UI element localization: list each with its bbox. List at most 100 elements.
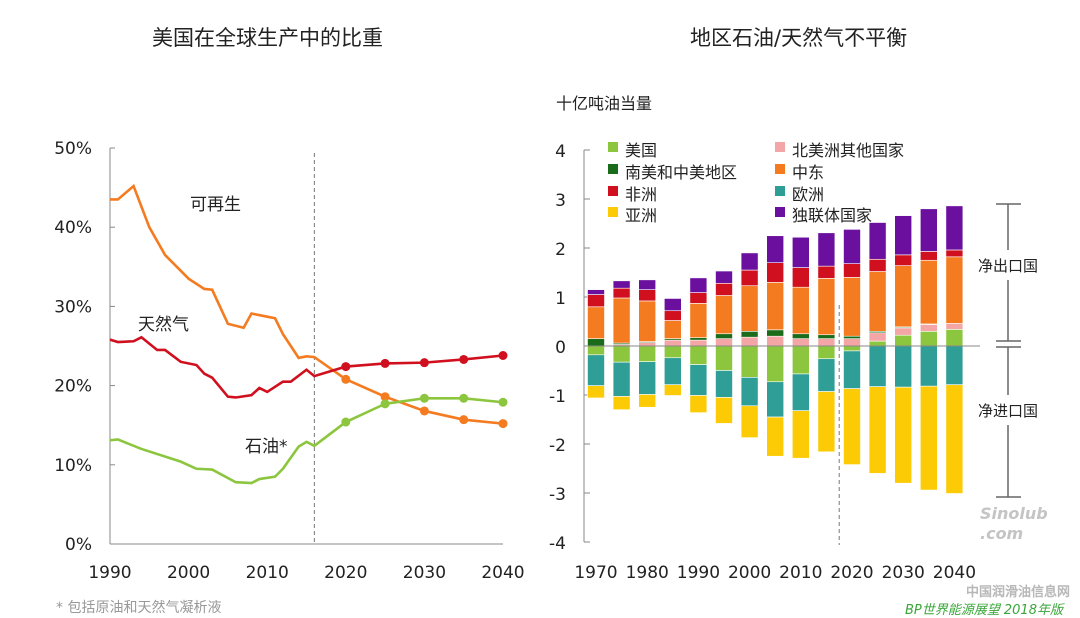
bar-segment	[792, 346, 809, 374]
bar-segment	[920, 346, 937, 386]
bar-segment	[767, 330, 784, 336]
bar-segment	[818, 335, 835, 339]
bar-segment	[767, 346, 784, 382]
bar-segment	[946, 346, 963, 385]
bar-segment	[818, 278, 835, 334]
bar-segment	[664, 358, 681, 385]
y-tick-label: 0	[555, 338, 566, 358]
bar-segment	[639, 301, 656, 342]
bar-segment	[690, 278, 707, 293]
bar-segment	[588, 386, 605, 398]
bar-segment	[716, 283, 733, 295]
y-tick-label: 4	[555, 142, 566, 162]
exporters-label: 净出口国	[978, 257, 1038, 275]
bar-segment	[895, 387, 912, 483]
legend-label: 独联体国家	[792, 206, 872, 225]
bar-segment	[741, 377, 758, 405]
bar-segment	[869, 223, 886, 260]
bar-segment	[946, 257, 963, 324]
legend-label: 亚洲	[625, 206, 657, 225]
bar-segment	[690, 340, 707, 346]
bar-segment	[664, 346, 681, 358]
bar-segment	[844, 389, 861, 465]
bar-segment	[639, 290, 656, 301]
bar-segment	[895, 328, 912, 335]
bar-segment	[792, 411, 809, 459]
x-tick-label: 1980	[626, 563, 669, 583]
bar-segment	[664, 340, 681, 346]
legend-label: 南美和中美地区	[625, 163, 737, 182]
bar-segment	[613, 281, 630, 288]
bar-segment	[869, 333, 886, 341]
y-tick-label: -2	[549, 436, 566, 456]
bar-segment	[716, 339, 733, 346]
bar-segment	[920, 260, 937, 324]
y-tick-label: 3	[555, 191, 566, 211]
y-tick-label: -4	[549, 534, 566, 554]
x-tick-label: 2010	[779, 563, 822, 583]
legend-label: 欧洲	[792, 185, 824, 204]
bar-segment	[792, 287, 809, 334]
bar-segment	[844, 336, 861, 338]
bar-segment	[792, 374, 809, 411]
x-tick-label: 2000	[728, 563, 771, 583]
bar-segment	[690, 395, 707, 412]
legend-swatch	[608, 207, 618, 217]
bar-segment	[946, 323, 963, 329]
bar-segment	[818, 339, 835, 346]
bar-segment	[895, 255, 912, 266]
x-tick-label: 1990	[677, 563, 720, 583]
bar-segment	[844, 277, 861, 336]
y-tick-label: -3	[549, 485, 566, 505]
bar-segment	[920, 209, 937, 252]
bar-segment	[588, 355, 605, 386]
bar-segment	[767, 336, 784, 346]
bar-segment	[920, 324, 937, 331]
bar-segment	[869, 387, 886, 474]
bar-segment	[767, 417, 784, 456]
legend-swatch	[775, 207, 785, 217]
legend-swatch	[608, 164, 618, 174]
bar-segment	[920, 251, 937, 260]
legend-swatch	[775, 164, 785, 174]
bar-segment	[588, 295, 605, 307]
watermark-logo: Sinolub .com	[980, 504, 1076, 544]
x-tick-label: 1970	[574, 563, 617, 583]
bar-segment	[639, 280, 656, 290]
bar-segment	[716, 271, 733, 283]
bar-segment	[664, 385, 681, 396]
bar-segment	[818, 359, 835, 392]
bar-segment	[946, 250, 963, 257]
bar-segment	[818, 392, 835, 452]
bar-segment	[946, 329, 963, 346]
bar-segment	[818, 233, 835, 266]
bar-segment	[741, 331, 758, 337]
bar-segment	[767, 382, 784, 417]
bar-segment	[588, 346, 605, 355]
bar-segment	[844, 339, 861, 346]
legend-label: 非洲	[625, 185, 657, 204]
bar-segment	[767, 282, 784, 330]
bar-segment	[639, 343, 656, 346]
legend-label: 中东	[792, 163, 824, 182]
bar-segment	[869, 346, 886, 387]
bar-segment	[690, 346, 707, 365]
bar-segment	[895, 266, 912, 327]
bar-segment	[639, 362, 656, 395]
bar-segment	[895, 216, 912, 255]
legend-label: 美国	[625, 141, 657, 160]
bar-segment	[588, 307, 605, 339]
bar-segment	[920, 386, 937, 490]
legend-label: 北美洲其他国家	[792, 141, 904, 160]
bar-segment	[690, 365, 707, 396]
bar-segment	[690, 293, 707, 304]
bar-segment	[690, 303, 707, 337]
bar-segment	[844, 351, 861, 389]
legend-swatch	[608, 186, 618, 196]
bar-segment	[946, 206, 963, 250]
y-tick-label: 2	[555, 240, 566, 260]
bar-segment	[792, 334, 809, 339]
bar-segment	[664, 298, 681, 310]
bar-segment	[869, 272, 886, 332]
bar-segment	[792, 237, 809, 267]
